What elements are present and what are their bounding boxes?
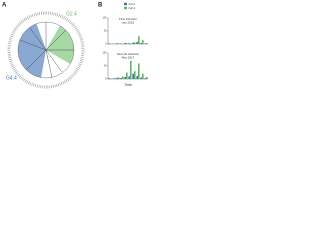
tree-branches	[19, 22, 74, 79]
bar	[130, 43, 132, 44]
bar	[136, 41, 138, 44]
panel-label: A	[2, 3, 7, 9]
chart-subtitle: Jan 2015	[122, 20, 135, 24]
bar	[142, 40, 144, 44]
bar	[122, 76, 124, 79]
bar	[132, 42, 134, 44]
bar	[120, 43, 122, 44]
bar	[108, 78, 110, 79]
bar	[130, 60, 132, 79]
y-tick-label: 100	[102, 17, 107, 20]
bar	[134, 71, 136, 79]
chart-title: First infection	[119, 17, 137, 21]
chart-subtitle: Mar 2017	[122, 55, 135, 59]
bar	[124, 76, 126, 79]
y-tick-label: 0	[105, 43, 107, 46]
legend-swatch	[124, 6, 127, 10]
bar	[112, 78, 114, 79]
bar	[128, 43, 130, 44]
phylogenetic-tree: G2.4 G4.4	[6, 11, 85, 89]
bar	[116, 77, 118, 79]
clade-label: G2.4	[66, 11, 77, 17]
bar	[144, 78, 146, 79]
clade-sector	[46, 25, 74, 64]
bar	[140, 42, 142, 44]
bar	[146, 76, 148, 79]
bar	[110, 78, 112, 79]
bar	[138, 63, 140, 79]
bar	[124, 42, 126, 44]
bar	[146, 42, 148, 44]
legend-swatch	[124, 2, 127, 6]
bar	[118, 77, 120, 79]
bar	[108, 43, 110, 44]
x-axis-label: Time	[124, 83, 132, 87]
bar	[126, 43, 128, 44]
tip-labels	[7, 11, 85, 89]
bar	[142, 73, 144, 79]
bar	[144, 43, 146, 44]
y-tick-label: 0	[105, 78, 107, 81]
bar	[136, 75, 138, 79]
bar	[132, 73, 134, 79]
bar	[140, 77, 142, 79]
bar	[134, 42, 136, 44]
legend-label: G2.4	[129, 6, 136, 10]
y-tick-label: 50	[104, 30, 107, 33]
clade-label: G4.4	[6, 75, 17, 81]
clade-sector	[17, 23, 46, 78]
bar	[138, 36, 140, 44]
y-tick-label: 50	[104, 65, 107, 68]
bar	[114, 77, 116, 79]
bar	[128, 76, 130, 79]
bar	[126, 72, 128, 79]
bar	[116, 43, 118, 44]
y-tick-label: 100	[102, 52, 107, 55]
bar	[118, 43, 120, 44]
legend-label: G4.4	[129, 2, 136, 6]
chart-title: Second infection	[117, 52, 140, 56]
panel-label: B	[98, 3, 103, 9]
bar	[120, 77, 122, 79]
